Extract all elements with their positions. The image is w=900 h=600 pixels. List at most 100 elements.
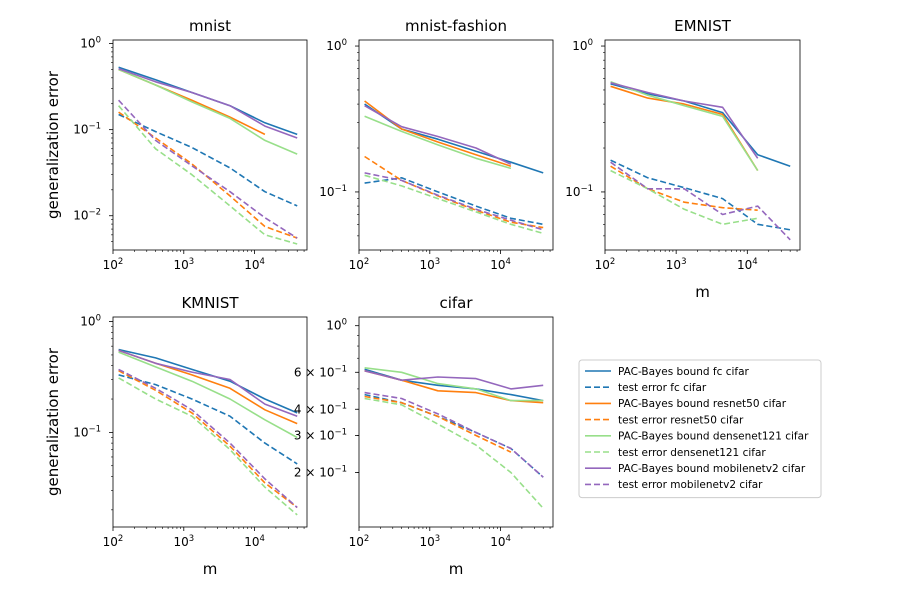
series-line-1 xyxy=(118,113,298,207)
x-tick-exponent: 4 xyxy=(506,257,511,267)
series-line-1 xyxy=(118,374,298,465)
x-tick-label: 103 xyxy=(419,257,440,272)
x-tick-label: 102 xyxy=(103,534,124,549)
x-tick-exponent: 3 xyxy=(189,257,194,267)
legend-label: test error resnet50 cifar xyxy=(618,414,744,426)
subplot-0: 102 103 104 100 10−1 10−2 mnist generalization … xyxy=(44,17,308,272)
axes-frame xyxy=(112,39,308,251)
x-tick-exponent: 2 xyxy=(118,257,123,267)
series-line-7 xyxy=(118,368,298,509)
subplot-title: EMNIST xyxy=(674,17,732,35)
series-line-3 xyxy=(118,111,298,239)
x-axis-label: m xyxy=(203,560,218,578)
y-tick-exponent: 0 xyxy=(96,36,101,46)
series-line-0 xyxy=(610,83,791,167)
x-tick-label: 102 xyxy=(349,257,370,272)
x-axis-label: m xyxy=(695,283,710,301)
y-tick-label: 100 xyxy=(80,314,101,329)
subplot-title: mnist-fashion xyxy=(405,17,507,35)
series-line-4 xyxy=(118,351,298,439)
y-tick-label: 10−1 xyxy=(565,184,593,199)
series-line-4 xyxy=(364,115,512,170)
y-tick-label: 10−1 xyxy=(73,122,101,137)
subplot-1: 102 103 104 100 10−1 mnist-fashion xyxy=(319,17,554,272)
x-tick-exponent: 4 xyxy=(506,534,511,544)
y-tick-label: 10−1 xyxy=(73,424,101,439)
x-tick-label: 104 xyxy=(490,534,511,549)
series-line-3 xyxy=(118,369,298,509)
y-tick-label: 100 xyxy=(326,318,347,333)
y-axis-label: generalization error xyxy=(44,70,62,219)
series-line-1 xyxy=(610,159,791,231)
legend-label: PAC-Bayes bound mobilenetv2 cifar xyxy=(618,463,806,475)
x-tick-label: 104 xyxy=(737,257,758,272)
series-line-5 xyxy=(118,377,298,516)
axes-frame xyxy=(358,39,554,251)
subplot-2: 102 103 104 100 10−1 EMNIST m xyxy=(565,17,801,301)
axes-frame xyxy=(112,316,308,528)
x-tick-exponent: 2 xyxy=(364,257,369,267)
series-line-4 xyxy=(118,68,298,155)
series-line-5 xyxy=(364,397,544,509)
x-tick-label: 104 xyxy=(490,257,511,272)
series-line-4 xyxy=(610,80,759,172)
y-tick-label: 3 × 10−1 xyxy=(294,427,347,442)
x-tick-exponent: 2 xyxy=(118,534,123,544)
y-tick-label: 2 × 10−1 xyxy=(294,464,347,479)
legend-label: PAC-Bayes bound densenet121 cifar xyxy=(618,431,809,443)
subplot-3: 102 103 104 100 10−1 KMNIST m generalization er… xyxy=(44,294,308,578)
series-line-7 xyxy=(364,172,544,231)
series-line-2 xyxy=(364,100,512,167)
y-tick-label: 100 xyxy=(80,36,101,51)
series-line-2 xyxy=(118,349,298,425)
series-line-3 xyxy=(364,395,512,453)
legend-frame xyxy=(578,359,822,499)
y-tick-label: 6 × 10−1 xyxy=(294,364,347,379)
x-tick-exponent: 3 xyxy=(189,534,194,544)
axes-frame xyxy=(604,39,801,251)
series-line-0 xyxy=(364,103,544,174)
series-line-1 xyxy=(364,393,544,478)
series-line-5 xyxy=(117,105,298,245)
y-tick-exponent: −2 xyxy=(88,208,101,218)
series-line-3 xyxy=(610,165,758,211)
subplot-title: KMNIST xyxy=(181,294,239,312)
y-tick-exponent: −1 xyxy=(88,424,101,434)
y-tick-exponent: −1 xyxy=(334,184,347,194)
legend-label: PAC-Bayes bound resnet50 cifar xyxy=(618,398,787,410)
series-line-3 xyxy=(364,155,544,229)
y-tick-exponent: −1 xyxy=(580,184,593,194)
series-line-0 xyxy=(364,368,544,402)
x-tick-exponent: 4 xyxy=(260,257,265,267)
legend-label: PAC-Bayes bound fc cifar xyxy=(618,366,750,378)
y-tick-label: 100 xyxy=(326,38,347,53)
y-tick-exponent: 0 xyxy=(342,38,347,48)
series-line-7 xyxy=(610,161,791,241)
y-tick-exponent: −1 xyxy=(334,464,347,474)
series-line-4 xyxy=(364,367,544,402)
y-tick-exponent: −1 xyxy=(88,122,101,132)
x-tick-label: 103 xyxy=(666,257,687,272)
x-tick-label: 102 xyxy=(349,534,370,549)
y-tick-exponent: −1 xyxy=(334,364,347,374)
y-tick-exponent: −1 xyxy=(334,427,347,437)
x-tick-label: 103 xyxy=(173,257,194,272)
series-line-7 xyxy=(118,99,298,239)
legend: PAC-Bayes bound fc cifar test error fc ci… xyxy=(578,359,822,499)
y-tick-label: 100 xyxy=(572,38,593,53)
x-tick-exponent: 4 xyxy=(752,257,757,267)
series-line-7 xyxy=(364,391,544,478)
legend-label: test error densenet121 cifar xyxy=(618,447,766,459)
series-line-6 xyxy=(118,67,298,139)
legend-label: test error mobilenetv2 cifar xyxy=(618,479,763,491)
x-tick-label: 103 xyxy=(419,534,440,549)
subplot-4: 102 103 104 100 6 × 10−1 4 × 10−1 3 × 10−1 2 × … xyxy=(294,294,554,578)
y-axis-label: generalization error xyxy=(44,347,62,496)
x-tick-exponent: 2 xyxy=(610,257,615,267)
x-axis-label: m xyxy=(449,560,464,578)
subplot-title: cifar xyxy=(439,294,473,312)
series-line-6 xyxy=(364,370,544,390)
x-tick-exponent: 2 xyxy=(364,534,369,544)
x-tick-label: 104 xyxy=(244,534,265,549)
